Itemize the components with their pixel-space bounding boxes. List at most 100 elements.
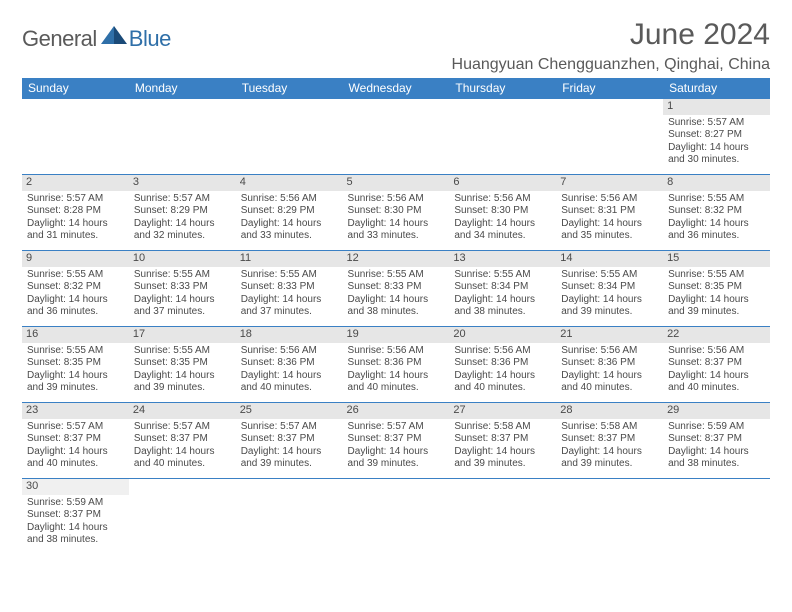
day-number: 2 [22, 175, 129, 191]
day-details: Sunrise: 5:55 AMSunset: 8:35 PMDaylight:… [133, 345, 232, 395]
calendar-row: 23Sunrise: 5:57 AMSunset: 8:37 PMDayligh… [22, 403, 770, 479]
day-number: 23 [22, 403, 129, 419]
daylight-line: Daylight: 14 hours and 38 minutes. [668, 446, 765, 471]
sunrise-line: Sunrise: 5:59 AM [27, 497, 124, 510]
daylight-line: Daylight: 14 hours and 39 minutes. [668, 294, 765, 319]
calendar-cell: 3Sunrise: 5:57 AMSunset: 8:29 PMDaylight… [129, 175, 236, 251]
day-details: Sunrise: 5:56 AMSunset: 8:31 PMDaylight:… [560, 193, 659, 243]
calendar-cell: 18Sunrise: 5:56 AMSunset: 8:36 PMDayligh… [236, 327, 343, 403]
weekday-header: Saturday [663, 78, 770, 99]
title-block: June 2024 Huangyuan Chengguanzhen, Qingh… [452, 18, 770, 74]
calendar-cell: 10Sunrise: 5:55 AMSunset: 8:33 PMDayligh… [129, 251, 236, 327]
daylight-line: Daylight: 14 hours and 30 minutes. [668, 142, 765, 167]
sunset-line: Sunset: 8:37 PM [668, 357, 765, 370]
day-details: Sunrise: 5:59 AMSunset: 8:37 PMDaylight:… [667, 421, 766, 471]
calendar-cell: 17 Sunrise: 5:55 AMSunset: 8:35 PMDayligh… [129, 327, 236, 403]
day-details: Sunrise: 5:56 AMSunset: 8:36 PMDaylight:… [453, 345, 552, 395]
calendar-cell: 7Sunrise: 5:56 AMSunset: 8:31 PMDaylight… [556, 175, 663, 251]
daylight-line: Daylight: 14 hours and 36 minutes. [27, 294, 124, 319]
day-details: Sunrise: 5:55 AMSunset: 8:35 PMDaylight:… [26, 345, 125, 395]
calendar-cell: 28Sunrise: 5:58 AMSunset: 8:37 PMDayligh… [556, 403, 663, 479]
calendar-row: 2Sunrise: 5:57 AMSunset: 8:28 PMDaylight… [22, 175, 770, 251]
day-number: 8 [663, 175, 770, 191]
day-number: 13 [449, 251, 556, 267]
calendar-cell [236, 479, 343, 555]
sunset-line: Sunset: 8:37 PM [561, 433, 658, 446]
sunrise-line: Sunrise: 5:57 AM [134, 193, 231, 206]
sunrise-line: Sunrise: 5:57 AM [668, 117, 765, 130]
day-number: 4 [236, 175, 343, 191]
day-number: 22 [663, 327, 770, 343]
sunset-line: Sunset: 8:33 PM [241, 281, 338, 294]
daylight-line: Daylight: 14 hours and 31 minutes. [27, 218, 124, 243]
calendar-cell: 29Sunrise: 5:59 AMSunset: 8:37 PMDayligh… [663, 403, 770, 479]
day-number: 17 [129, 327, 236, 343]
sunset-line: Sunset: 8:35 PM [668, 281, 765, 294]
day-details: Sunrise: 5:55 AMSunset: 8:33 PMDaylight:… [347, 269, 446, 319]
day-details: Sunrise: 5:55 AMSunset: 8:34 PMDaylight:… [453, 269, 552, 319]
calendar-cell: 21Sunrise: 5:56 AMSunset: 8:36 PMDayligh… [556, 327, 663, 403]
weekday-header-row: Sunday Monday Tuesday Wednesday Thursday… [22, 78, 770, 99]
sunrise-line: Sunrise: 5:55 AM [134, 345, 231, 358]
daylight-line: Daylight: 14 hours and 40 minutes. [241, 370, 338, 395]
calendar-row: 1Sunrise: 5:57 AMSunset: 8:27 PMDaylight… [22, 99, 770, 175]
sunrise-line: Sunrise: 5:56 AM [454, 345, 551, 358]
sunset-line: Sunset: 8:34 PM [454, 281, 551, 294]
sunrise-line: Sunrise: 5:55 AM [241, 269, 338, 282]
day-number: 9 [22, 251, 129, 267]
calendar-cell: 23 Sunrise: 5:57 AMSunset: 8:37 PMDayligh… [22, 403, 129, 479]
calendar-cell [343, 479, 450, 555]
sunrise-line: Sunrise: 5:55 AM [668, 269, 765, 282]
sunrise-line: Sunrise: 5:56 AM [348, 345, 445, 358]
daylight-line: Daylight: 14 hours and 40 minutes. [454, 370, 551, 395]
sunset-line: Sunset: 8:29 PM [134, 205, 231, 218]
calendar-cell: 22 Sunrise: 5:56 AMSunset: 8:37 PMDayligh… [663, 327, 770, 403]
sunset-line: Sunset: 8:28 PM [27, 205, 124, 218]
sunrise-line: Sunrise: 5:55 AM [27, 345, 124, 358]
daylight-line: Daylight: 14 hours and 35 minutes. [561, 218, 658, 243]
logo-text-general: General [22, 26, 97, 52]
sunset-line: Sunset: 8:30 PM [348, 205, 445, 218]
sunrise-line: Sunrise: 5:57 AM [241, 421, 338, 434]
calendar-cell: 12Sunrise: 5:55 AMSunset: 8:33 PMDayligh… [343, 251, 450, 327]
calendar-row: 30Sunrise: 5:59 AMSunset: 8:37 PMDayligh… [22, 479, 770, 555]
calendar-cell: 19Sunrise: 5:56 AMSunset: 8:36 PMDayligh… [343, 327, 450, 403]
sunrise-line: Sunrise: 5:57 AM [134, 421, 231, 434]
daylight-line: Daylight: 14 hours and 40 minutes. [134, 446, 231, 471]
calendar-table: Sunday Monday Tuesday Wednesday Thursday… [22, 78, 770, 555]
daylight-line: Daylight: 14 hours and 36 minutes. [668, 218, 765, 243]
calendar-cell [556, 479, 663, 555]
day-number: 28 [556, 403, 663, 419]
sunset-line: Sunset: 8:37 PM [27, 433, 124, 446]
sunset-line: Sunset: 8:33 PM [134, 281, 231, 294]
daylight-line: Daylight: 14 hours and 39 minutes. [561, 446, 658, 471]
day-details: Sunrise: 5:57 AMSunset: 8:37 PMDaylight:… [347, 421, 446, 471]
calendar-cell: 15Sunrise: 5:55 AMSunset: 8:35 PMDayligh… [663, 251, 770, 327]
day-details: Sunrise: 5:55 AMSunset: 8:34 PMDaylight:… [560, 269, 659, 319]
sunrise-line: Sunrise: 5:55 AM [561, 269, 658, 282]
sunset-line: Sunset: 8:34 PM [561, 281, 658, 294]
day-details: Sunrise: 5:56 AMSunset: 8:30 PMDaylight:… [453, 193, 552, 243]
sunrise-line: Sunrise: 5:55 AM [348, 269, 445, 282]
day-number: 26 [343, 403, 450, 419]
calendar-cell: 13 Sunrise: 5:55 AMSunset: 8:34 PMDayligh… [449, 251, 556, 327]
sunset-line: Sunset: 8:32 PM [668, 205, 765, 218]
header: General Blue June 2024 Huangyuan Chenggu… [22, 18, 770, 74]
day-details: Sunrise: 5:57 AMSunset: 8:37 PMDaylight:… [26, 421, 125, 471]
weekday-header: Thursday [449, 78, 556, 99]
calendar-cell [449, 479, 556, 555]
calendar-cell: 1Sunrise: 5:57 AMSunset: 8:27 PMDaylight… [663, 99, 770, 175]
sunrise-line: Sunrise: 5:56 AM [668, 345, 765, 358]
day-details: Sunrise: 5:57 AMSunset: 8:29 PMDaylight:… [133, 193, 232, 243]
sunset-line: Sunset: 8:36 PM [348, 357, 445, 370]
weekday-header: Sunday [22, 78, 129, 99]
calendar-cell [129, 479, 236, 555]
day-details: Sunrise: 5:56 AMSunset: 8:36 PMDaylight:… [240, 345, 339, 395]
daylight-line: Daylight: 14 hours and 38 minutes. [27, 522, 124, 547]
sunset-line: Sunset: 8:32 PM [27, 281, 124, 294]
calendar-cell: 16Sunrise: 5:55 AMSunset: 8:35 PMDayligh… [22, 327, 129, 403]
daylight-line: Daylight: 14 hours and 40 minutes. [668, 370, 765, 395]
calendar-cell [343, 99, 450, 175]
day-number: 11 [236, 251, 343, 267]
sunset-line: Sunset: 8:31 PM [561, 205, 658, 218]
